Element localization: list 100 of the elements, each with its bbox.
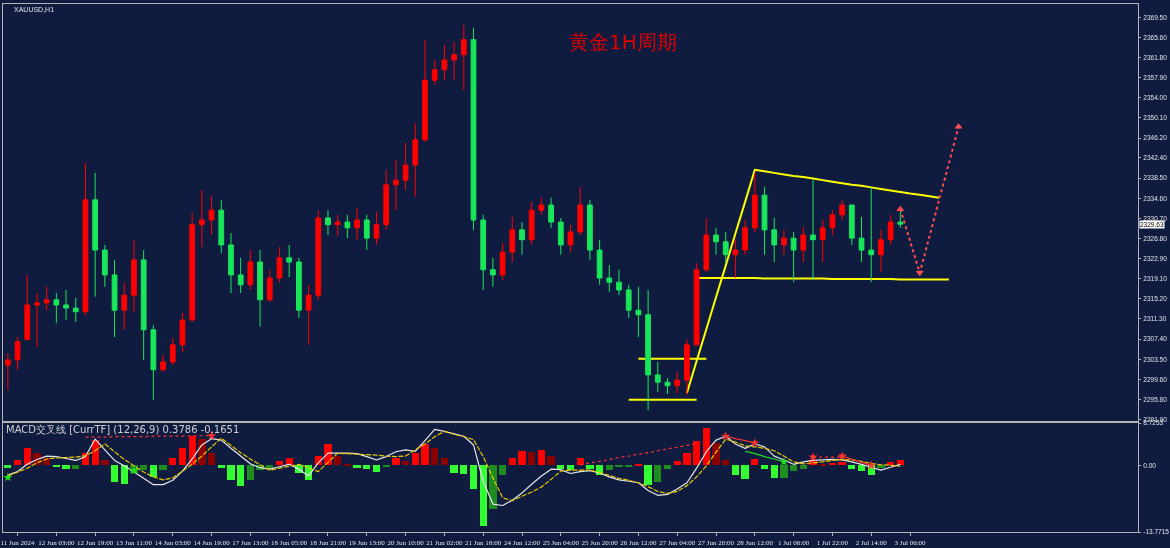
bar [363, 465, 370, 470]
candlestick [606, 264, 613, 293]
candlestick [441, 44, 448, 81]
candlestick [4, 352, 11, 391]
bar [441, 458, 448, 466]
candlestick [790, 231, 797, 283]
bar [344, 464, 351, 467]
candlestick [654, 361, 661, 393]
candlestick [121, 282, 128, 331]
bar [877, 465, 885, 469]
candlestick [781, 229, 787, 256]
bar [586, 465, 594, 470]
candlestick [674, 371, 681, 394]
candlestick [557, 217, 564, 256]
candlestick [431, 59, 438, 86]
candlestick [460, 24, 467, 91]
candlestick [878, 229, 884, 273]
bar [693, 441, 700, 466]
candlestick [237, 257, 244, 294]
candlestick [693, 262, 700, 346]
candlestick [266, 269, 273, 303]
candlestick [131, 239, 137, 313]
bar [557, 465, 564, 470]
candlestick [179, 312, 186, 353]
bar [625, 465, 632, 468]
candlestick [519, 221, 525, 256]
bar [421, 444, 429, 466]
candlestick [63, 289, 69, 321]
bar [712, 443, 720, 466]
candlestick [198, 189, 205, 248]
bar [470, 465, 477, 490]
candlestick [422, 39, 428, 143]
candlestick [732, 239, 739, 279]
candlestick [499, 242, 506, 281]
bar [121, 465, 128, 485]
bar [353, 465, 361, 469]
candlestick [325, 209, 331, 236]
bar [431, 448, 438, 466]
candlestick [72, 297, 79, 323]
bar [538, 450, 545, 466]
bar [644, 465, 652, 486]
bar [732, 465, 739, 476]
bar [111, 465, 118, 483]
bar [72, 465, 79, 470]
bar [819, 464, 826, 467]
candlestick [286, 244, 293, 278]
bar [4, 465, 11, 469]
candlestick [354, 207, 360, 241]
bar [24, 448, 31, 466]
bar [838, 462, 846, 466]
bar [218, 465, 225, 469]
bar [237, 465, 244, 487]
candlestick [470, 27, 477, 231]
chart-title: MACD交叉线 [CurrTF] (12,26,9) 0.3786 -0.1651 [6, 424, 240, 435]
candlestick [800, 226, 807, 263]
candlestick [43, 286, 50, 311]
candlestick [480, 214, 487, 291]
candlestick [761, 186, 768, 256]
candlestick [34, 292, 40, 348]
bar [790, 465, 797, 472]
bar [664, 465, 671, 470]
candlestick [577, 186, 584, 236]
bar [848, 465, 855, 470]
bar [247, 465, 254, 481]
bar [518, 451, 526, 466]
candlestick [587, 199, 593, 261]
bar [751, 459, 758, 466]
candlestick [402, 142, 409, 191]
candlestick [722, 231, 729, 264]
bar [53, 465, 60, 468]
candlestick [218, 199, 225, 254]
candlestick [645, 289, 651, 411]
candlestick [334, 214, 341, 237]
bar [741, 465, 749, 480]
bar [14, 460, 21, 466]
bar [674, 461, 681, 466]
candlestick [208, 195, 215, 236]
bar [761, 465, 768, 470]
candlestick [616, 269, 622, 296]
candlestick [296, 257, 302, 319]
bar [771, 465, 778, 479]
candlestick [509, 216, 516, 263]
bar [150, 465, 157, 478]
bar [654, 465, 661, 483]
candlestick [315, 209, 322, 301]
bar [567, 465, 574, 471]
candlestick [101, 244, 108, 288]
candlestick [810, 179, 816, 281]
bar [101, 460, 109, 466]
candlestick [839, 199, 845, 221]
candlestick [160, 354, 166, 373]
text: 黄金1H周期 [569, 30, 677, 54]
point [3, 472, 13, 482]
candlestick [829, 209, 836, 236]
candlestick [548, 197, 554, 229]
candlestick [14, 336, 21, 371]
candlestick [373, 211, 380, 246]
bar [509, 458, 516, 466]
candlestick [567, 224, 574, 253]
candlestick [363, 214, 370, 251]
